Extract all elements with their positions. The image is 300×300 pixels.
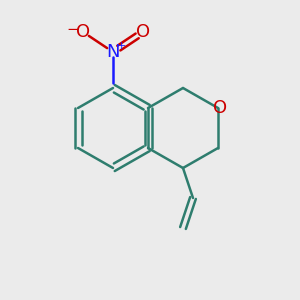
Text: O: O	[213, 99, 227, 117]
Text: +: +	[116, 41, 126, 51]
Text: O: O	[76, 23, 90, 41]
Text: N: N	[106, 43, 120, 61]
Text: O: O	[136, 23, 150, 41]
Text: −: −	[67, 22, 80, 38]
